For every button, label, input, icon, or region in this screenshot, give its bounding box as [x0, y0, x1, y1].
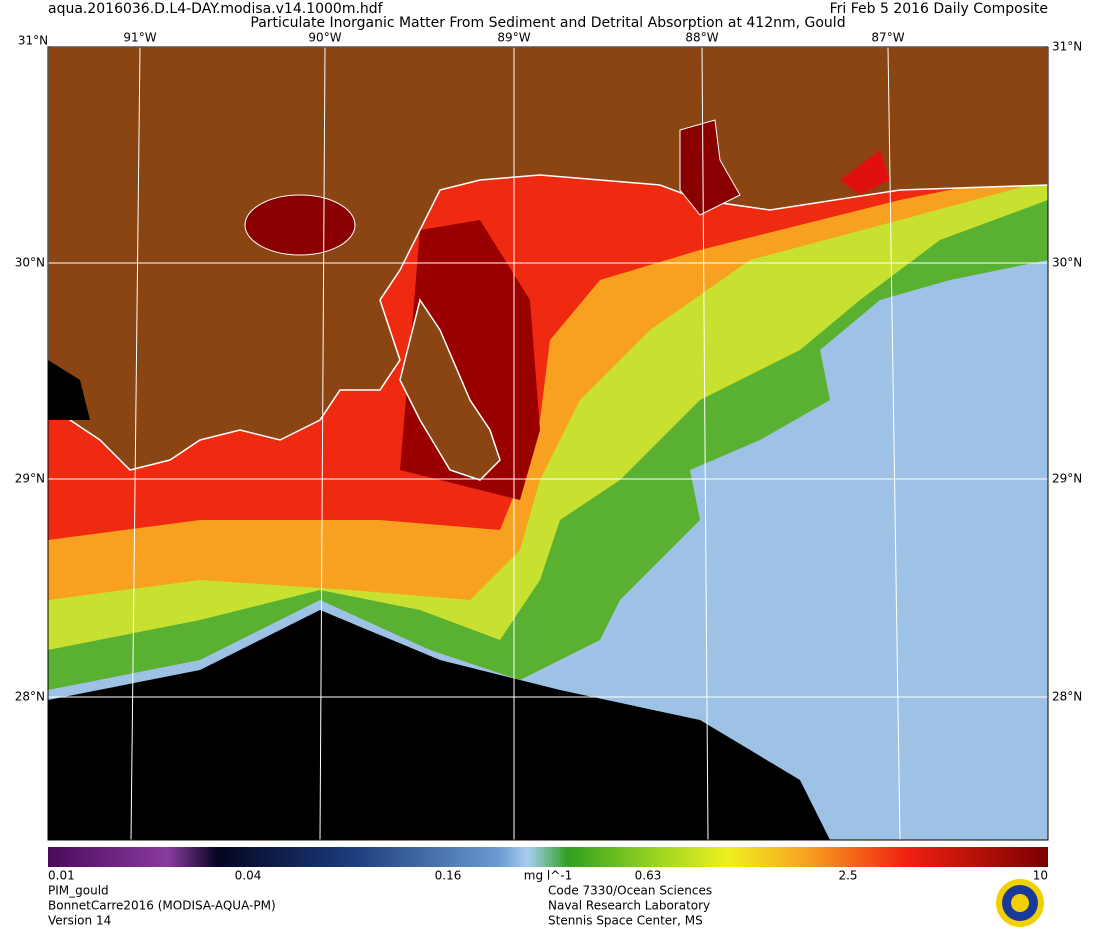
lat-label: 29°N — [1052, 472, 1082, 486]
lat-label: 31°N — [18, 34, 48, 48]
colorbar — [48, 847, 1048, 867]
meridian — [319, 46, 326, 841]
footer-center: Code 7330/Ocean Sciences — [548, 884, 712, 898]
map-image — [48, 47, 1048, 840]
lat-label: 31°N — [1052, 40, 1082, 54]
colorbar-tick-label: 0.63 — [635, 869, 662, 883]
lon-label: 88°W — [685, 31, 718, 45]
map-frame — [47, 46, 1049, 841]
lon-label: 90°W — [308, 31, 341, 45]
footer-left: PIM_gould — [48, 884, 109, 898]
footer-center: Stennis Space Center, MS — [548, 914, 703, 928]
seal — [996, 879, 1044, 927]
title: Particulate Inorganic Matter From Sedime… — [250, 15, 845, 31]
meridian — [701, 46, 709, 841]
meridian — [130, 46, 141, 841]
footer-left: Version 14 — [48, 914, 111, 928]
colorbar-tick-label: 0.16 — [435, 869, 462, 883]
colorbar-tick-label: 0.04 — [235, 869, 262, 883]
lon-label: 89°W — [497, 31, 530, 45]
colorbar-tick-label: 0.01 — [48, 869, 75, 883]
colorbar-tick-label: 2.5 — [838, 869, 857, 883]
file-name: aqua.2016036.D.L4-DAY.modisa.v14.1000m.h… — [48, 1, 384, 17]
lat-label: 28°N — [1052, 690, 1082, 704]
graticule — [48, 46, 1048, 841]
lat-label: 28°N — [15, 690, 45, 704]
colorbar-tick-label: 10 — [1033, 869, 1048, 883]
meridian — [887, 46, 901, 841]
lon-label: 87°W — [871, 31, 904, 45]
lat-label: 30°N — [15, 256, 45, 270]
footer-left: BonnetCarre2016 (MODISA-AQUA-PM) — [48, 899, 276, 913]
colorbar-unit: mg l^-1 — [524, 869, 572, 883]
lat-label: 29°N — [15, 472, 45, 486]
date: Fri Feb 5 2016 Daily Composite — [830, 1, 1048, 17]
lat-label: 30°N — [1052, 256, 1082, 270]
footer-center: Naval Research Laboratory — [548, 899, 710, 913]
lon-label: 91°W — [123, 31, 156, 45]
